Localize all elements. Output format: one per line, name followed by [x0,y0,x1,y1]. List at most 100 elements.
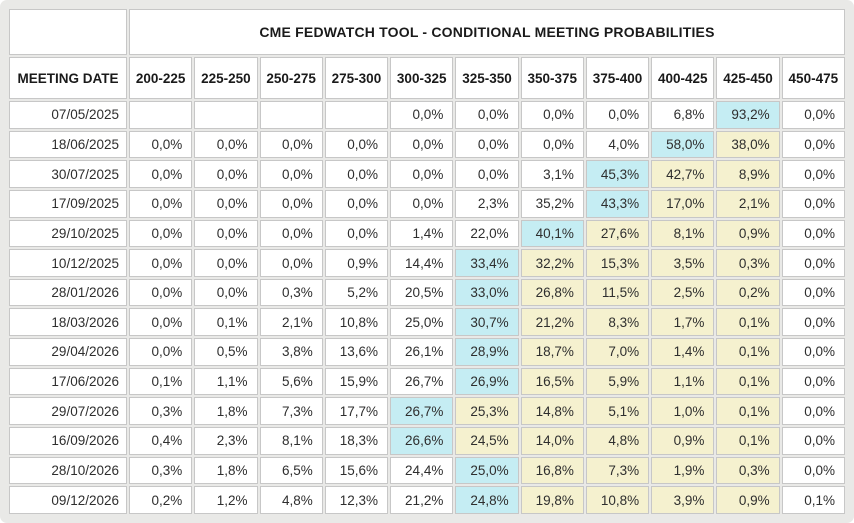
meeting-date-cell: 29/10/2025 [9,219,127,248]
prob-cell: 0,3% [716,456,780,485]
prob-cell: 0,0% [781,219,845,248]
prob-cell: 0,0% [129,338,193,366]
table-row: 29/10/2025 0,0% 0,0% 0,0% 0,0% 1,4% 22,0% 40,1%… [9,219,845,248]
prob-cell: 0,3% [129,456,193,485]
prob-cell: 18,7% [520,338,584,366]
prob-cell: 14,4% [390,249,454,277]
prob-cell: 0,0% [781,160,845,188]
prob-cell: 16,8% [520,456,584,485]
prob-cell: 0,0% [781,338,845,366]
prob-cell: 0,0% [455,130,519,159]
prob-cell: 2,5% [651,278,715,307]
prob-cell: 12,3% [324,486,389,514]
table-row: 09/12/2026 0,2% 1,2% 4,8% 12,3% 21,2% 24,8% 19,… [9,486,845,514]
prob-cell: 25,0% [455,456,519,485]
prob-cell: 17,0% [651,189,715,218]
prob-cell: 0,4% [129,427,193,455]
prob-cell: 0,0% [390,160,454,188]
table-title: CME FEDWATCH TOOL - CONDITIONAL MEETING … [129,9,845,55]
prob-cell: 26,1% [390,338,454,366]
table-row: 17/09/2025 0,0% 0,0% 0,0% 0,0% 0,0% 2,3% 35,2% 4… [9,189,845,218]
table-row: 18/03/2026 0,0% 0,1% 2,1% 10,8% 25,0% 30,7% 21,… [9,308,845,337]
title-row: CME FEDWATCH TOOL - CONDITIONAL MEETING … [9,9,845,55]
prob-cell: 7,0% [585,338,650,366]
prob-cell: 0,5% [194,338,258,366]
rate-range-header: 225-250 [194,57,258,99]
rate-range-header: 400-425 [651,57,715,99]
prob-cell: 0,0% [194,249,258,277]
prob-cell: 0,0% [194,219,258,248]
prob-cell: 0,0% [781,308,845,337]
table-row: 10/12/2025 0,0% 0,0% 0,0% 0,9% 14,4% 33,4% 32,2… [9,249,845,277]
prob-cell: 0,3% [259,278,323,307]
meeting-date-header: MEETING DATE [9,57,127,99]
prob-cell [194,101,258,129]
prob-cell: 0,0% [259,130,323,159]
rate-range-header: 450-475 [781,57,845,99]
prob-cell: 45,3% [585,160,650,188]
prob-cell: 3,9% [651,486,715,514]
prob-cell: 1,1% [651,367,715,396]
meeting-date-cell: 09/12/2026 [9,486,127,514]
table-row: 16/09/2026 0,4% 2,3% 8,1% 18,3% 26,6% 24,5% 14,… [9,427,845,455]
prob-cell: 0,0% [390,189,454,218]
meeting-date-cell: 18/03/2026 [9,308,127,337]
rate-range-header: 300-325 [390,57,454,99]
prob-cell: 0,0% [259,219,323,248]
table-row: 07/05/2025 0,0% 0,0% 0,0% 0,0% 6,8% 93,2% 0,0% [9,101,845,129]
prob-cell: 21,2% [390,486,454,514]
meeting-date-cell: 17/06/2026 [9,367,127,396]
rate-range-header: 200-225 [129,57,193,99]
meeting-date-cell: 17/09/2025 [9,189,127,218]
prob-cell: 24,8% [455,486,519,514]
prob-cell: 42,7% [651,160,715,188]
prob-cell: 3,5% [651,249,715,277]
prob-cell: 0,0% [781,397,845,426]
prob-cell: 0,0% [324,189,389,218]
prob-cell: 14,8% [520,397,584,426]
prob-cell: 0,9% [716,486,780,514]
prob-cell: 26,7% [390,367,454,396]
meeting-date-cell: 29/07/2026 [9,397,127,426]
meeting-date-cell: 28/10/2026 [9,456,127,485]
prob-cell: 0,0% [129,278,193,307]
prob-cell [259,101,323,129]
prob-cell: 0,0% [259,160,323,188]
prob-cell: 2,3% [194,427,258,455]
prob-cell: 6,8% [651,101,715,129]
probabilities-table: CME FEDWATCH TOOL - CONDITIONAL MEETING … [7,7,847,516]
prob-cell: 2,1% [259,308,323,337]
prob-cell: 15,6% [324,456,389,485]
prob-cell: 26,7% [390,397,454,426]
prob-cell: 32,2% [520,249,584,277]
prob-cell: 35,2% [520,189,584,218]
prob-cell: 0,0% [781,456,845,485]
prob-cell: 8,1% [259,427,323,455]
prob-cell: 26,8% [520,278,584,307]
prob-cell: 2,3% [455,189,519,218]
column-header-row: MEETING DATE 200-225 225-250 250-275 275-30… [9,57,845,99]
prob-cell: 0,1% [716,308,780,337]
prob-cell: 33,0% [455,278,519,307]
prob-cell: 0,0% [194,130,258,159]
prob-cell: 38,0% [716,130,780,159]
prob-cell: 0,0% [781,367,845,396]
prob-cell: 26,6% [390,427,454,455]
prob-cell: 25,3% [455,397,519,426]
prob-cell: 15,9% [324,367,389,396]
prob-cell: 0,0% [390,130,454,159]
rate-range-header: 425-450 [716,57,780,99]
prob-cell: 0,0% [129,130,193,159]
corner-cell [9,9,127,55]
prob-cell: 0,0% [194,189,258,218]
table-row: 30/07/2025 0,0% 0,0% 0,0% 0,0% 0,0% 0,0% 3,1% 45… [9,160,845,188]
prob-cell: 24,4% [390,456,454,485]
prob-cell: 1,7% [651,308,715,337]
meeting-date-cell: 30/07/2025 [9,160,127,188]
prob-cell: 1,4% [651,338,715,366]
table-row: 18/06/2025 0,0% 0,0% 0,0% 0,0% 0,0% 0,0% 0,0% 4,… [9,130,845,159]
prob-cell: 21,2% [520,308,584,337]
prob-cell: 0,0% [781,249,845,277]
prob-cell: 58,0% [651,130,715,159]
